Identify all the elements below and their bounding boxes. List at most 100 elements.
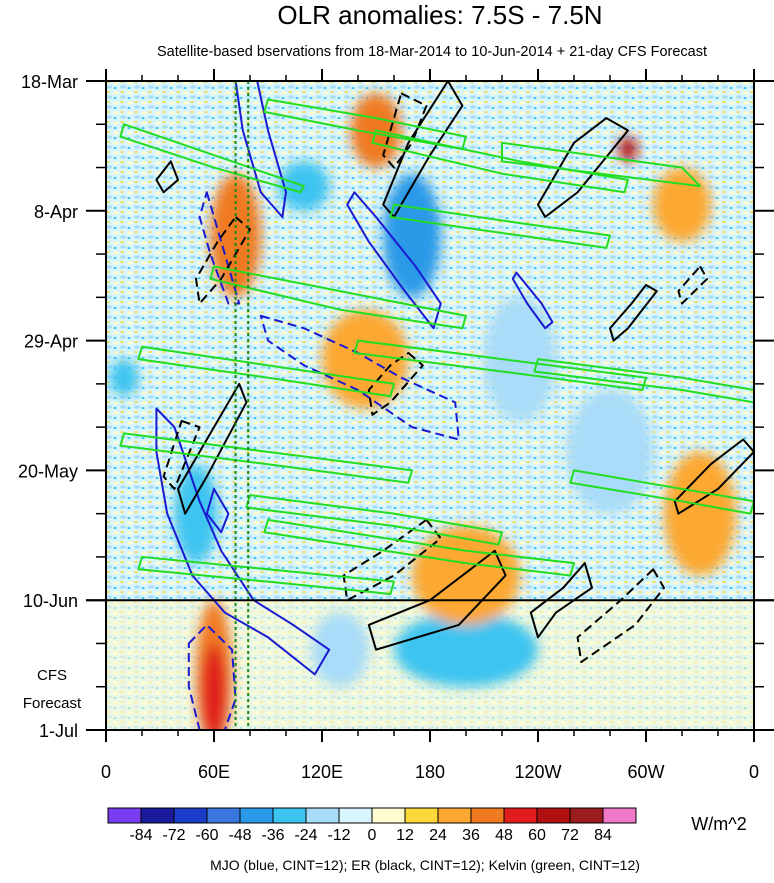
mjo-contour-0 [234, 81, 287, 218]
colorbar-label-7: 0 [368, 827, 377, 844]
colorbar-label-6: -12 [327, 827, 350, 844]
colorbar-label-11: 48 [495, 827, 513, 844]
kelvin-contour-33 [137, 555, 395, 596]
er-contour-10 [609, 283, 658, 342]
mjo-contour-2 [511, 271, 554, 330]
mjo-contour-6 [259, 314, 460, 441]
colorbar-swatch-12 [503, 807, 538, 824]
colorbar-swatch-9 [404, 807, 439, 824]
forecast-label-line1: CFS [37, 667, 67, 684]
er-contour-16 [382, 92, 428, 169]
er-contour-12 [177, 382, 248, 515]
reference-lines [234, 81, 250, 730]
anomaly-patch-11 [394, 612, 538, 687]
y-tick-label-2: 29-Apr [24, 332, 78, 352]
colorbar: -84 -72 -60 -48 -36 -24 -12 0 12 24 36 48 60 72 84 [107, 807, 637, 844]
anomaly-patch-12 [311, 612, 369, 687]
kelvin-contour-28 [137, 345, 395, 398]
forecast-label-line2: Forecast [23, 695, 82, 712]
er-contour-21 [677, 265, 709, 305]
kelvin-contour-25 [371, 129, 629, 194]
colorbar-swatch-14 [569, 807, 604, 824]
colorbar-swatch-15 [602, 807, 637, 824]
colorbar-label-10: 36 [462, 827, 480, 844]
colorbar-swatch-0 [107, 807, 142, 824]
mjo-contour-3 [155, 407, 331, 676]
kelvin-contour-34 [263, 518, 575, 577]
er-contour-11 [673, 438, 754, 515]
colorbar-units: W/m^2 [691, 814, 746, 834]
colorbar-label-4: -36 [261, 827, 284, 844]
kelvin-contour-29 [353, 339, 647, 392]
colorbar-label-0: -84 [129, 827, 152, 844]
colorbar-label-14: 84 [594, 827, 612, 844]
er-contour-8 [382, 81, 464, 218]
kelvin-contour-31 [119, 432, 413, 484]
y-tick-label-3: 20-May [18, 461, 78, 481]
chart-subtitle: Satellite-based bservations from 18-Mar-… [157, 44, 707, 60]
colorbar-swatch-2 [173, 807, 208, 824]
x-tick-label-0: 0 [101, 762, 111, 782]
x-tick-label-5: 60W [627, 762, 664, 782]
colorbar-swatch-7 [338, 807, 373, 824]
colorbar-swatch-10 [437, 807, 472, 824]
y-tick-label-4: 10-Jun [23, 591, 78, 611]
colorbar-swatch-3 [206, 807, 241, 824]
colorbar-swatch-11 [470, 807, 505, 824]
y-tick-label-5: 1-Jul [39, 721, 78, 741]
x-tick-label-1: 60E [198, 762, 230, 782]
y-tick-label-1: 8-Apr [34, 202, 78, 222]
anomaly-patch-14 [566, 390, 654, 514]
er-contour-18 [367, 351, 424, 416]
colorbar-label-1: -72 [162, 827, 185, 844]
anomaly-patch-3 [210, 173, 261, 298]
chart-title: OLR anomalies: 7.5S - 7.5N [277, 0, 602, 30]
x-tick-label-2: 120E [301, 762, 343, 782]
kelvin-contour-23 [119, 123, 305, 194]
er-contour-14 [529, 562, 593, 639]
er-contour-15 [155, 160, 179, 194]
er-contour-9 [537, 117, 629, 218]
colorbar-label-5: -24 [294, 827, 317, 844]
er-contour-17 [195, 215, 251, 305]
kelvin-contour-36 [389, 203, 611, 249]
anomaly-patch-16 [412, 526, 520, 625]
anomaly-patch-10 [174, 464, 218, 564]
anomaly-patch-17 [664, 451, 736, 576]
anomaly-field [109, 93, 736, 730]
y-tick-label-0: 18-Mar [21, 72, 78, 92]
colorbar-label-13: 72 [561, 827, 579, 844]
anomaly-patch-6 [619, 136, 637, 162]
anomaly-patch-2 [201, 643, 227, 730]
x-tick-label-4: 120W [514, 762, 561, 782]
anomaly-patch-13 [109, 359, 139, 397]
mjo-contour-4 [205, 487, 230, 534]
kelvin-contour-27 [209, 265, 467, 330]
mjo-contour-7 [187, 623, 237, 730]
colorbar-label-3: -48 [228, 827, 251, 844]
colorbar-label-2: -60 [195, 827, 218, 844]
kelvin-contour-32 [245, 494, 503, 546]
anomaly-patch-15 [484, 297, 556, 421]
kelvin-contour-35 [569, 469, 754, 515]
kelvin-contour-30 [533, 358, 754, 404]
er-contour-22 [162, 419, 201, 490]
colorbar-swatch-8 [371, 807, 406, 824]
colorbar-label-12: 60 [528, 827, 546, 844]
colorbar-label-9: 24 [429, 827, 447, 844]
footer-legend: MJO (blue, CINT=12); ER (black, CINT=12)… [210, 857, 640, 873]
mjo-contour-1 [346, 191, 442, 330]
colorbar-swatch-1 [140, 807, 175, 824]
x-tick-label-3: 180 [415, 762, 445, 782]
colorbar-swatch-6 [305, 807, 340, 824]
y-axis: 18-Mar 8-Apr 29-Apr 20-May 10-Jun 1-Jul [18, 72, 774, 741]
colorbar-swatch-4 [239, 807, 274, 824]
colorbar-label-8: 12 [396, 827, 414, 844]
wave-contours [119, 81, 754, 730]
colorbar-swatch-13 [536, 807, 571, 824]
plot-area [106, 81, 754, 730]
x-tick-label-6: 0 [749, 762, 759, 782]
x-axis: 0 60E 120E 180 120W 60W 0 [101, 69, 759, 782]
anomaly-patch-5 [322, 309, 409, 409]
